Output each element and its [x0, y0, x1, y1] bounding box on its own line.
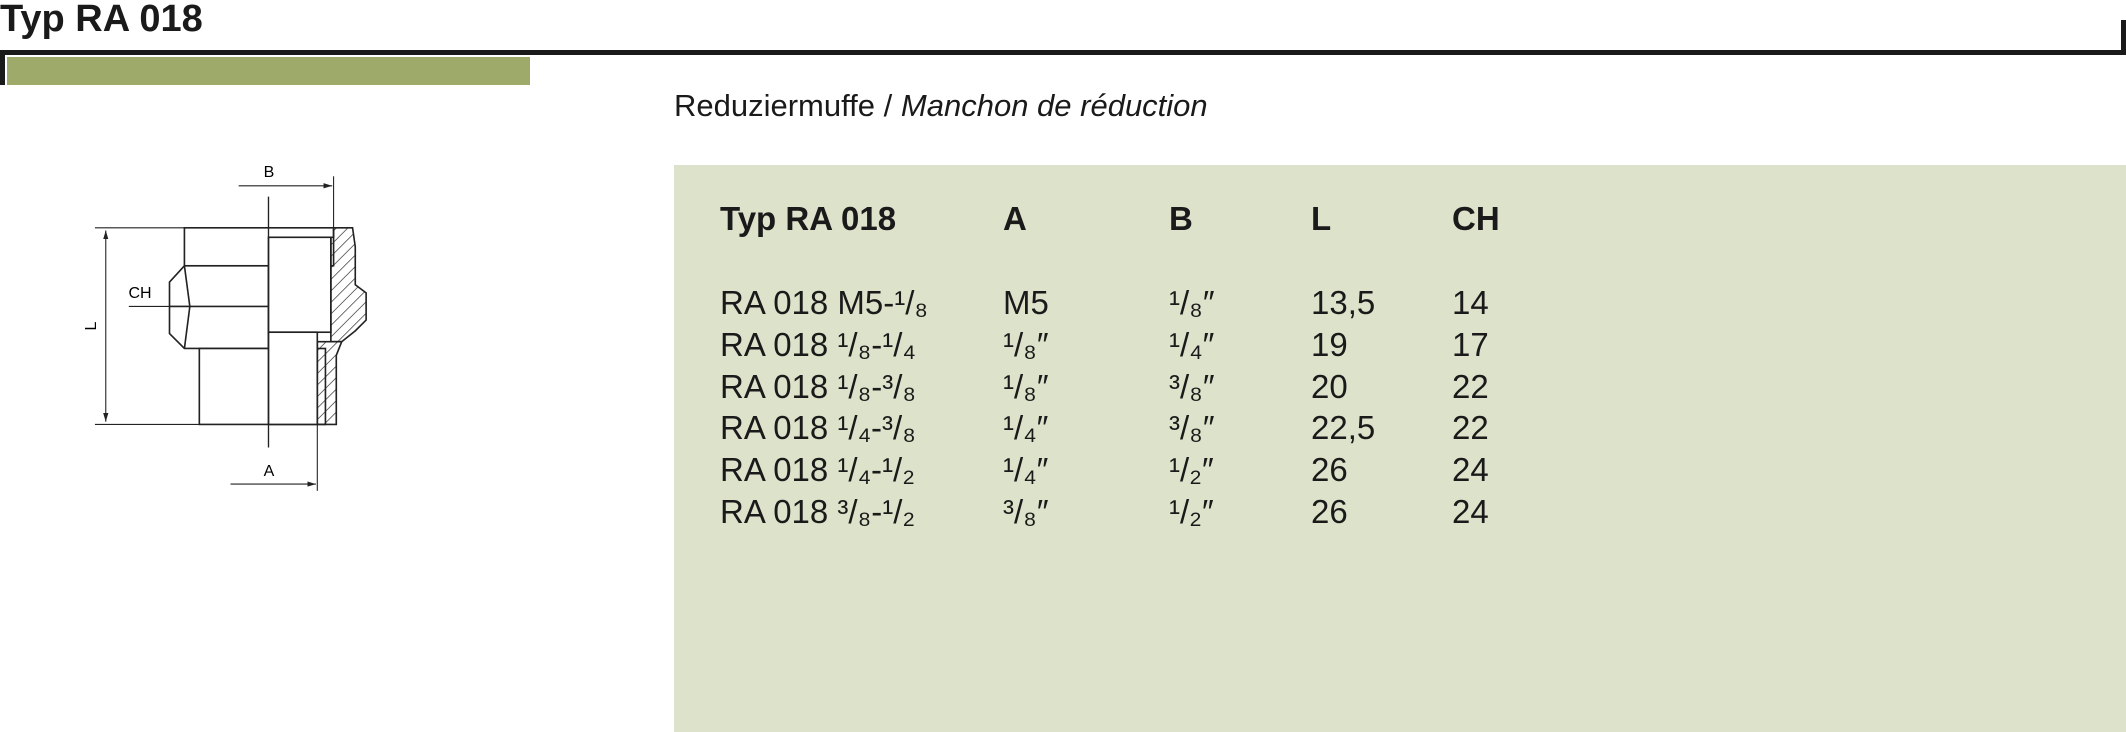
table-cell: ¹/₈″ — [1003, 325, 1049, 363]
table-cell: RA 018 ¹/₈-¹/₄ — [720, 325, 916, 363]
subtitle-fr: Manchon de réduction — [900, 88, 1208, 123]
table-cell: ¹/₄″ — [1003, 451, 1049, 489]
table-cell: 22 — [1452, 367, 1489, 405]
table-cell: 22,5 — [1311, 409, 1376, 447]
page-title: Typ RA 018 — [0, 0, 203, 40]
table-cell: 20 — [1311, 367, 1348, 405]
subtitle: Reduziermuffe / Manchon de réduction — [674, 88, 1208, 124]
table-cell: ¹/₄″ — [1003, 409, 1049, 447]
dimension-label: L — [83, 321, 100, 330]
dimension-label: B — [264, 164, 275, 181]
accent-bar — [7, 57, 530, 85]
table-cell: ¹/₂″ — [1169, 493, 1214, 530]
table-cell: RA 018 ¹/₄-¹/₂ — [720, 451, 916, 489]
dimension-label: CH — [128, 285, 151, 302]
table-cell: 14 — [1452, 284, 1489, 321]
header-rule — [0, 50, 2126, 55]
table-cell: ³/₈″ — [1003, 493, 1049, 530]
table-cell: ¹/₂″ — [1169, 451, 1214, 489]
column-header: L — [1311, 200, 1332, 237]
table-cell: 24 — [1452, 451, 1489, 489]
table-cell: 24 — [1452, 493, 1489, 530]
table-cell: 19 — [1311, 325, 1348, 363]
table-cell: 26 — [1311, 493, 1348, 530]
table-cell: ³/₈″ — [1169, 409, 1215, 447]
table-cell: 13,5 — [1311, 284, 1376, 321]
column-header: CH — [1452, 200, 1500, 237]
table-cell: ³/₈″ — [1169, 367, 1215, 405]
table-cell: 26 — [1311, 451, 1348, 489]
table-cell: ¹/₈″ — [1003, 367, 1049, 405]
subtitle-separator: / — [883, 88, 893, 123]
technical-drawing: B CH L A — [83, 164, 367, 491]
header-rule-start — [0, 50, 5, 85]
table-cell: RA 018 ¹/₈-³/₈ — [720, 367, 917, 405]
table-cell: 22 — [1452, 409, 1489, 447]
column-header: Typ RA 018 — [720, 200, 897, 237]
header-rule-end — [2121, 20, 2126, 55]
subtitle-de: Reduziermuffe — [674, 88, 876, 123]
table-cell: RA 018 ³/₈-¹/₂ — [720, 493, 916, 530]
column-header: A — [1003, 200, 1027, 237]
table-cell: 17 — [1452, 325, 1489, 363]
table-cell: ¹/₈″ — [1169, 284, 1215, 321]
table-cell: ¹/₄″ — [1169, 325, 1215, 363]
column-header: B — [1169, 200, 1193, 237]
table-panel — [674, 165, 2126, 732]
table-cell: RA 018 ¹/₄-³/₈ — [720, 409, 916, 447]
table-cell: RA 018 M5-¹/₈ — [720, 284, 929, 321]
dimension-label: A — [264, 463, 275, 480]
table-cell: M5 — [1003, 284, 1049, 321]
